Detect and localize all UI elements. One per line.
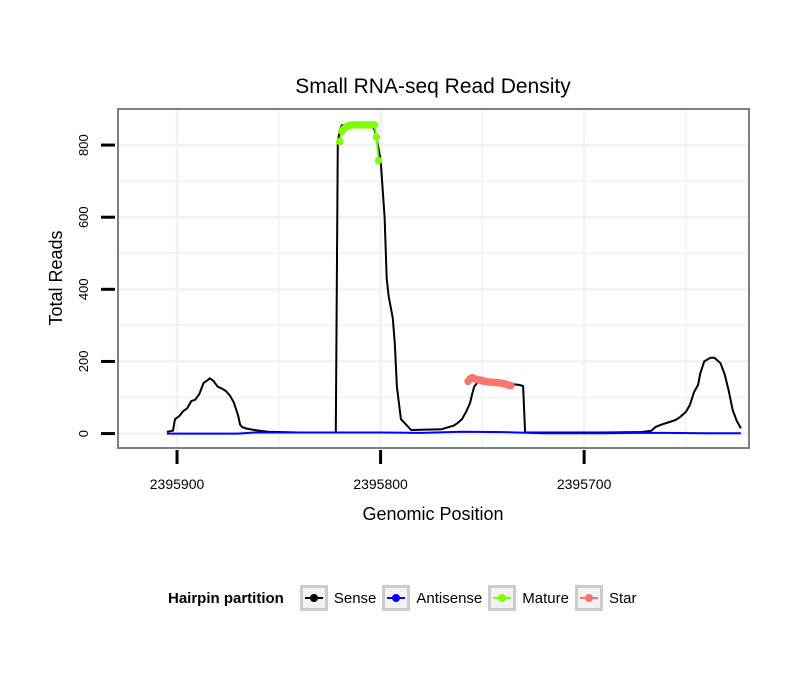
legend-label-mature: Mature: [522, 589, 569, 607]
axes: 0 200 400 600 800 2395900 2395800 2395700: [76, 134, 612, 492]
series-layer: [166, 121, 742, 435]
grid: [118, 109, 749, 448]
legend-label-star: Star: [608, 589, 637, 607]
data-point-star: [507, 381, 515, 390]
y-tick-label: 200: [76, 351, 91, 373]
legend-label-antisense: Antisense: [416, 589, 483, 607]
y-axis-label: Total Reads: [46, 230, 66, 325]
x-axis-label: Genomic Position: [362, 504, 503, 524]
legend-item-star: Star: [574, 585, 637, 611]
series-line-sense: [166, 124, 742, 434]
data-point-mature: [374, 156, 383, 165]
series-line-antisense: [166, 430, 741, 435]
x-tick-label: 2395700: [557, 476, 612, 492]
chart-title: Small RNA-seq Read Density: [295, 75, 571, 98]
x-tick-label: 2395900: [150, 476, 205, 492]
legend-key-antisense: [382, 585, 411, 611]
legend-label-sense: Sense: [333, 589, 377, 607]
y-tick-label: 400: [76, 278, 91, 300]
legend-item-sense: Sense: [299, 585, 377, 611]
y-tick-label: 800: [76, 134, 91, 156]
legend-item-antisense: Antisense: [382, 585, 482, 611]
plot-border: [117, 108, 750, 449]
legend: Hairpin partition Sense Antisense Mature…: [168, 583, 642, 613]
legend-title: Hairpin partition: [168, 589, 284, 607]
data-point-mature: [370, 121, 379, 129]
legend-item-mature: Mature: [488, 585, 569, 611]
data-point-mature: [336, 137, 344, 146]
y-tick-label: 600: [76, 206, 91, 228]
y-tick-label: 0: [76, 430, 91, 437]
data-point-mature: [372, 133, 381, 141]
legend-key-mature: [488, 585, 517, 611]
plot-panel: [118, 109, 749, 448]
legend-key-sense: [299, 585, 328, 611]
legend-key-star: [574, 585, 603, 611]
x-tick-label: 2395800: [353, 476, 408, 492]
